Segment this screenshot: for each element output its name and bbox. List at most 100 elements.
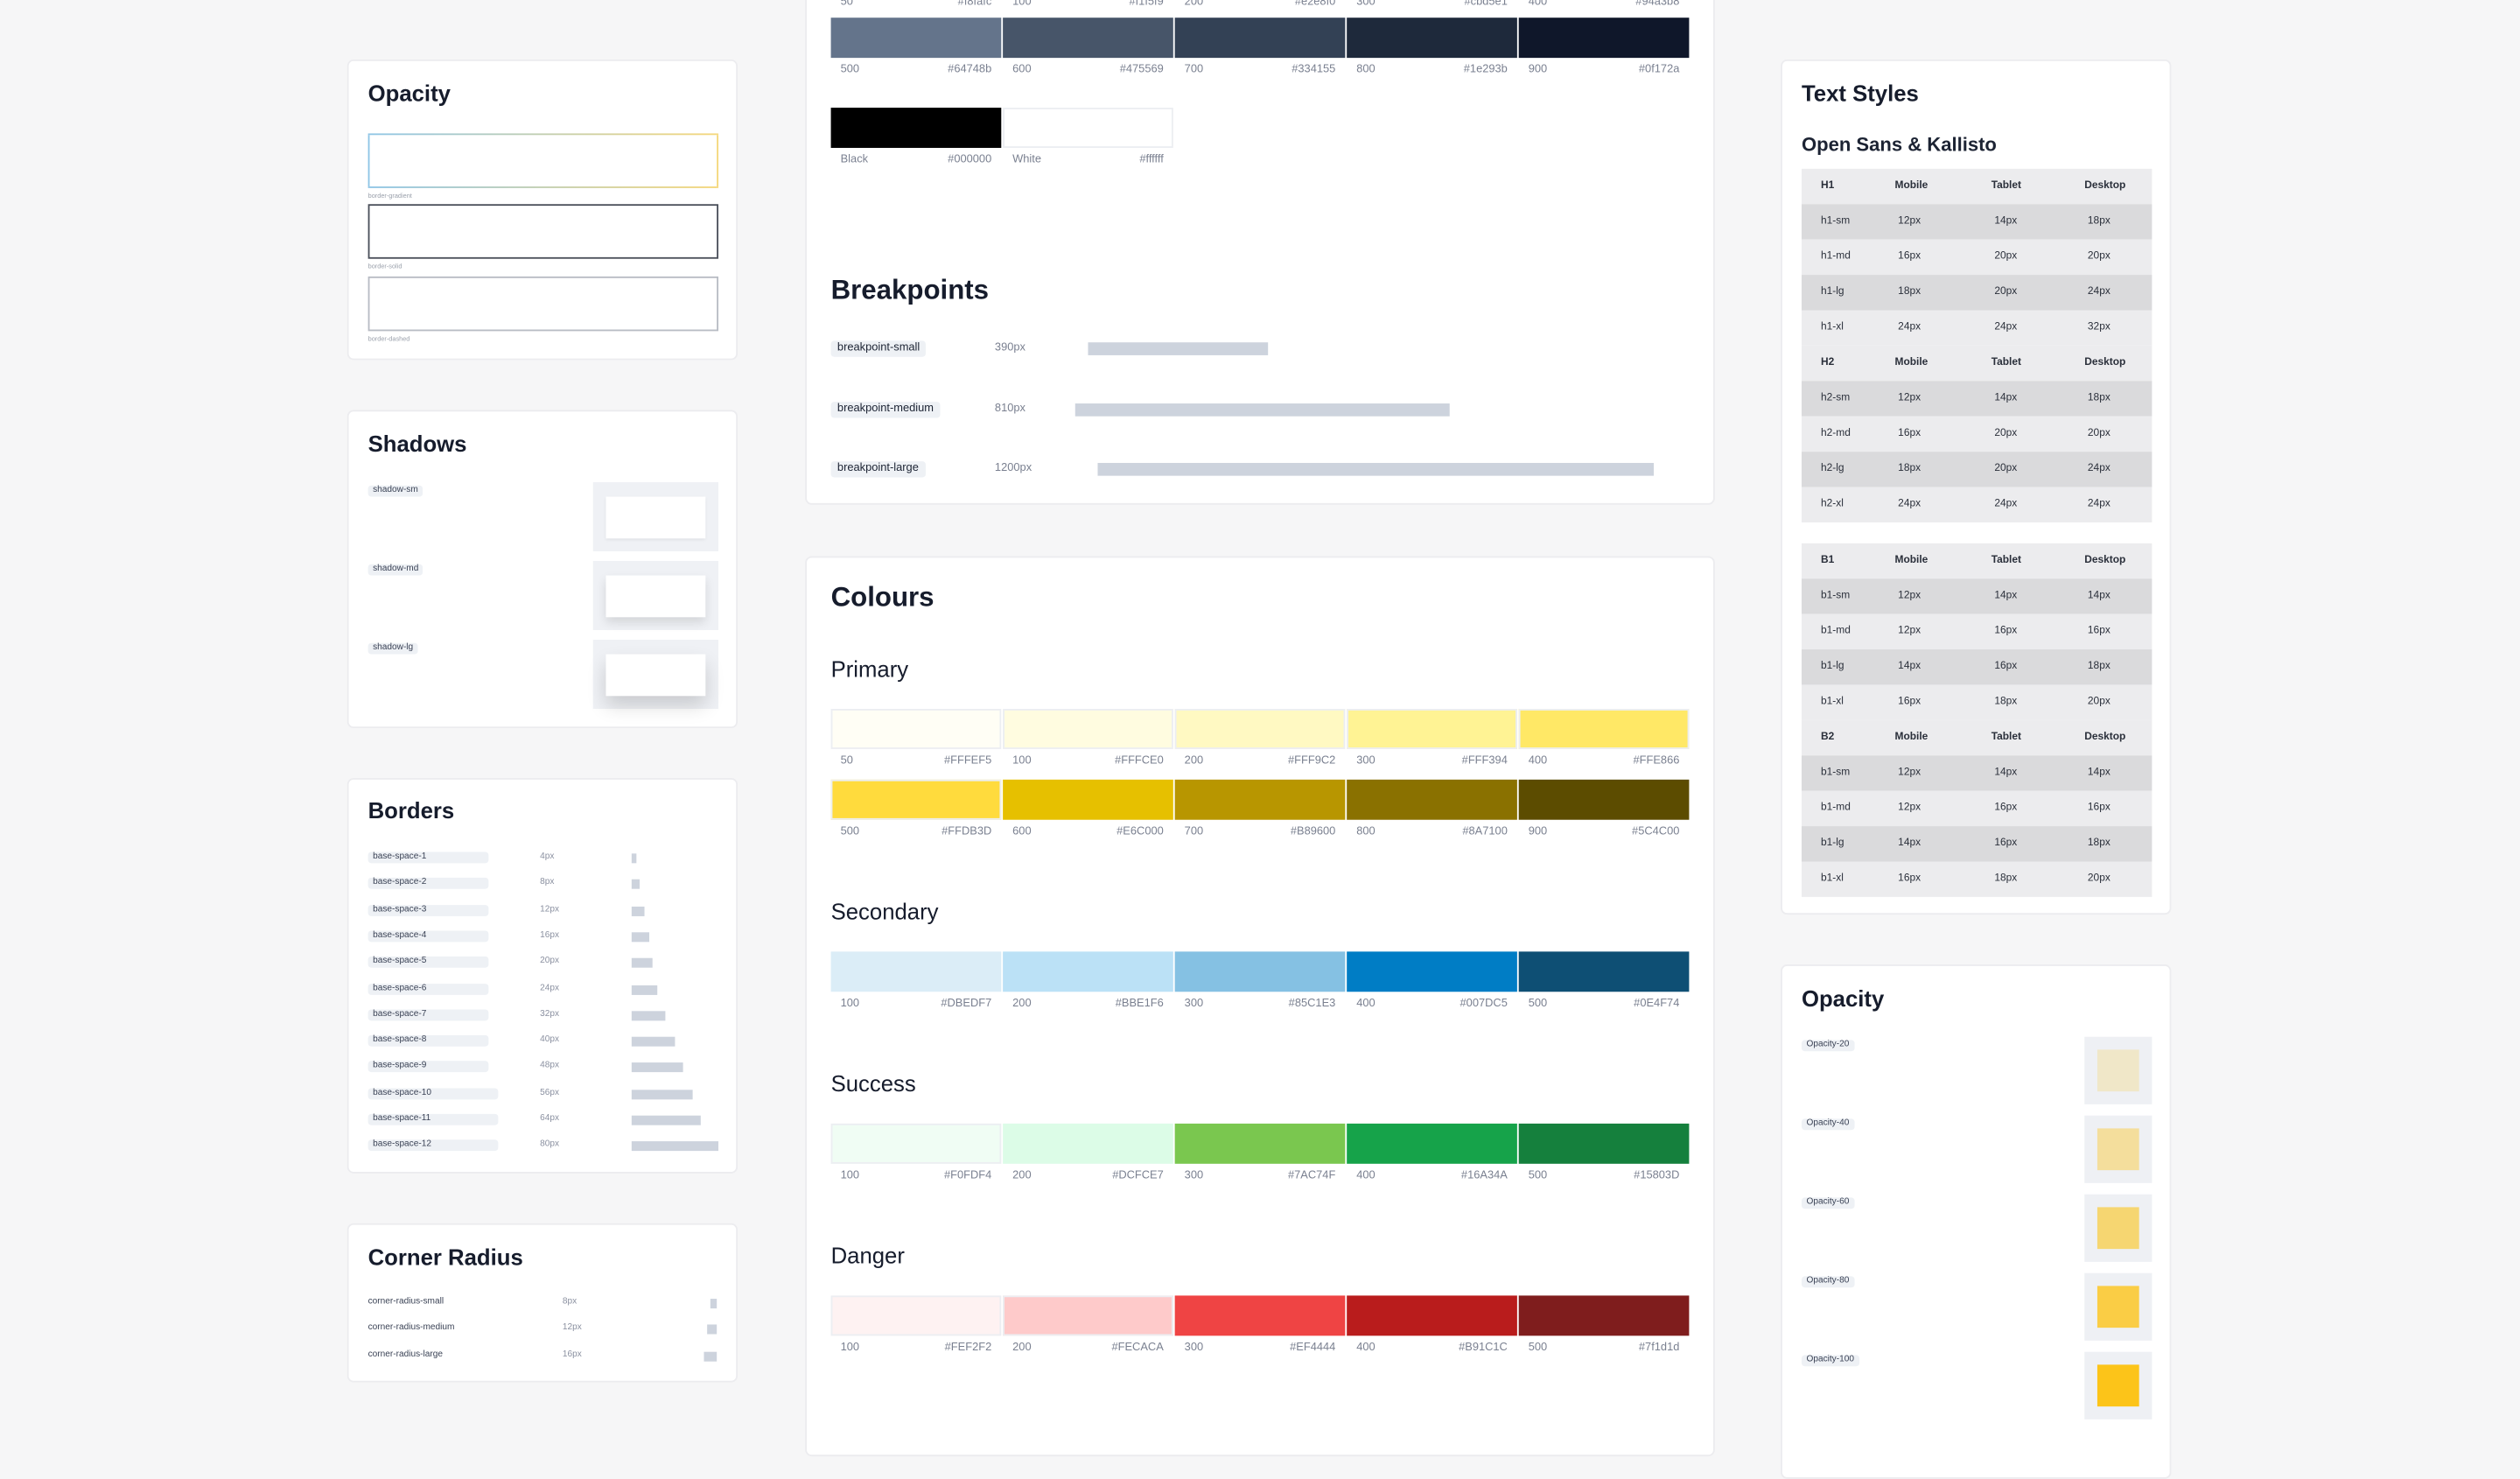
table-cell: Mobile <box>1894 179 1928 192</box>
swatch-step: 500 <box>1528 1342 1548 1354</box>
table-cell: h1-sm <box>1821 215 1851 227</box>
swatch-hex: #EF4444 <box>1290 1342 1336 1354</box>
table-row <box>1801 826 2152 862</box>
table-cell: Tablet <box>1991 731 2022 743</box>
swatch-step: 50 <box>840 755 853 768</box>
section-title: Breakpoints <box>830 275 990 305</box>
table-cell: Mobile <box>1894 356 1928 368</box>
table-cell: 14px <box>1994 215 2018 227</box>
swatch-step: 100 <box>1012 0 1032 9</box>
table-row <box>1801 613 2152 650</box>
table-cell: 14px <box>1898 837 1922 849</box>
swatch <box>1518 779 1690 820</box>
table-cell: Desktop <box>2084 356 2126 368</box>
swatch-hex: #85C1E3 <box>1288 998 1336 1010</box>
space-value: 4px <box>540 852 555 862</box>
table-cell: 16px <box>1994 660 2018 672</box>
table-cell: 16px <box>1994 837 2018 849</box>
swatch-hex: #f1f5f9 <box>1129 0 1164 9</box>
space-bar <box>631 932 649 943</box>
table-cell: 20px <box>2087 696 2110 708</box>
table-row <box>1801 168 2152 205</box>
table-row <box>1801 239 2152 276</box>
swatch-step: Black <box>840 154 869 166</box>
space-label: base-space-9 <box>368 1061 489 1073</box>
table-cell: 24px <box>2087 285 2110 298</box>
shadow-label: shadow-lg <box>368 642 418 655</box>
swatch <box>830 951 1002 992</box>
page: {"border_styles":{"title":"Opacity","ite… <box>346 0 2172 1479</box>
table-cell: 16px <box>1994 802 2018 814</box>
table-cell: B1 <box>1821 554 1835 566</box>
bp-value: 810px <box>994 403 1026 415</box>
table-cell: Tablet <box>1991 554 2022 566</box>
table-cell: b1-lg <box>1821 660 1844 672</box>
table-row <box>1801 204 2152 240</box>
swatch-hex: #94a3b8 <box>1635 0 1680 9</box>
card-title: Opacity <box>368 80 451 107</box>
bp-value: 390px <box>994 342 1026 354</box>
swatch <box>1347 18 1517 59</box>
table-cell: Desktop <box>2084 179 2126 192</box>
space-value: 56px <box>540 1087 560 1097</box>
space-bar <box>631 1062 683 1073</box>
table-cell: 18px <box>2087 215 2110 227</box>
table-row <box>1801 345 2152 382</box>
table-row <box>1801 310 2152 346</box>
table-cell: 12px <box>1898 802 1922 814</box>
swatch-hex: #DCFCE7 <box>1112 1170 1164 1181</box>
swatch-step: 300 <box>1184 1342 1204 1354</box>
swatch <box>1347 1295 1517 1336</box>
table-cell: Tablet <box>1991 356 2022 368</box>
swatch <box>1003 1123 1173 1164</box>
swatch-step: 300 <box>1356 0 1376 9</box>
table-cell: h1-lg <box>1821 285 1844 298</box>
swatch-hex: #475569 <box>1119 64 1164 76</box>
table-cell: 18px <box>1994 696 2018 708</box>
table-cell: h1-xl <box>1821 321 1844 333</box>
table-cell: Desktop <box>2084 731 2126 743</box>
table-cell: h2-md <box>1821 427 1851 439</box>
swatch <box>830 1295 1002 1336</box>
swatch-step: 600 <box>1012 64 1032 76</box>
table-cell: H1 <box>1821 179 1835 192</box>
swatch <box>1003 779 1173 820</box>
opacity-swatch <box>2096 1049 2139 1092</box>
space-label: base-space-11 <box>368 1113 499 1125</box>
group-title: Danger <box>830 1242 905 1269</box>
opacity-swatch <box>2096 1128 2139 1171</box>
swatch-hex: #15803D <box>1634 1170 1680 1181</box>
radius-mark <box>704 1350 718 1361</box>
swatch-hex: #FFFEF5 <box>943 755 992 768</box>
space-value: 16px <box>540 930 560 941</box>
space-bar <box>631 1141 718 1152</box>
swatch-hex: #FFF394 <box>1461 755 1508 768</box>
table-cell: Tablet <box>1991 179 2022 192</box>
swatch-hex: #B89600 <box>1290 826 1336 838</box>
group-title: Secondary <box>830 898 939 925</box>
swatch-hex: #DBEDF7 <box>941 998 992 1010</box>
table-cell: b1-sm <box>1821 590 1851 601</box>
shadow-box <box>606 575 706 618</box>
table-cell: Mobile <box>1894 554 1928 566</box>
table-cell: 24px <box>1994 498 2018 510</box>
space-label: base-space-5 <box>368 957 489 969</box>
stage: Opacity border-gradient border-solid border… <box>346 0 2172 1479</box>
swatch-step: 500 <box>1528 1170 1548 1181</box>
table-cell: 18px <box>2087 837 2110 849</box>
swatch-hex: #FFF9C2 <box>1288 755 1336 768</box>
space-bar <box>631 1115 701 1125</box>
swatch-hex: #FFFCE0 <box>1115 755 1164 768</box>
radius-mark <box>710 1299 718 1309</box>
table-cell: 16px <box>1898 696 1922 708</box>
space-value: 32px <box>540 1009 560 1020</box>
space-value: 80px <box>540 1139 560 1150</box>
swatch-step: 100 <box>840 998 860 1010</box>
card-title: Shadows <box>368 431 467 457</box>
bp-value: 1200px <box>994 462 1032 474</box>
swatch-hex: #BBE1F6 <box>1115 998 1164 1010</box>
radius-label: corner-radius-large <box>368 1349 443 1360</box>
table-cell: 20px <box>1994 427 2018 439</box>
border-label: border-gradient <box>368 191 412 200</box>
swatch-hex: #16A34A <box>1460 1170 1508 1181</box>
